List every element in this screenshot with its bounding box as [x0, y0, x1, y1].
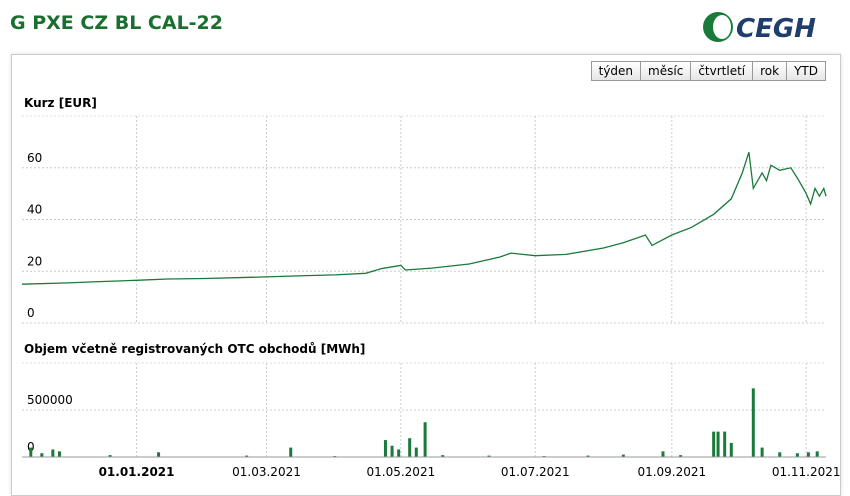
range-button[interactable]: týden — [590, 61, 642, 81]
volume-bar — [723, 431, 727, 457]
x-tick-label: 01.11.2021 — [772, 465, 841, 479]
volume-bar — [661, 451, 665, 457]
volume-bar — [383, 440, 387, 457]
y-tick-label: 20 — [27, 254, 42, 268]
y-tick-label: 40 — [27, 203, 42, 217]
x-tick-label: 01.07.2021 — [501, 465, 570, 479]
volume-bar — [806, 452, 810, 457]
volume-bar — [441, 455, 445, 457]
y-tick-label: 0 — [27, 440, 35, 454]
volume-bar — [751, 388, 755, 457]
volume-bar — [40, 453, 44, 457]
range-button[interactable]: YTD — [786, 61, 826, 81]
volume-bar — [57, 451, 61, 457]
x-tick-label: 01.05.2021 — [367, 465, 436, 479]
volume-bar — [815, 451, 819, 457]
volume-bar — [423, 422, 427, 457]
volume-bar — [157, 452, 161, 457]
volume-bar — [729, 442, 733, 457]
volume-bar — [487, 455, 491, 457]
volume-bar — [414, 447, 418, 457]
volume-bar — [408, 438, 412, 457]
page-title: G PXE CZ BL CAL-22 — [10, 12, 223, 34]
volume-bar — [51, 449, 55, 457]
volume-bar — [760, 447, 764, 457]
panel-title: Objem včetně registrovaných OTC obchodů … — [24, 342, 365, 356]
volume-bar — [29, 447, 33, 457]
volume-bar — [245, 455, 249, 457]
volume-bar — [778, 452, 782, 457]
volume-bar — [586, 455, 590, 457]
range-button[interactable]: čtvrtletí — [690, 61, 754, 81]
x-tick-label: 01.01.2021 — [99, 465, 175, 479]
logo-text: CEGH — [736, 14, 816, 44]
volume-bar — [621, 454, 625, 457]
y-tick-label: 0 — [27, 306, 35, 320]
volume-bar — [716, 431, 720, 457]
y-tick-label: 500000 — [27, 393, 73, 407]
volume-bar — [795, 453, 799, 457]
range-buttons: týden měsíc čtvrtletí rok YTD — [590, 61, 826, 81]
range-button[interactable]: měsíc — [640, 61, 692, 81]
logo-icon — [713, 15, 731, 39]
y-tick-label: 60 — [27, 151, 42, 165]
logo: CEGH — [703, 12, 816, 44]
x-tick-label: 01.03.2021 — [232, 465, 301, 479]
panel-title: Kurz [EUR] — [24, 96, 97, 110]
volume-bar — [289, 447, 293, 457]
volume-bar — [390, 445, 394, 457]
x-tick-label: 01.09.2021 — [637, 465, 706, 479]
volume-bar — [108, 455, 112, 457]
price-line — [21, 152, 827, 285]
volume-bar — [679, 455, 683, 457]
volume-bar — [712, 431, 716, 457]
range-button[interactable]: rok — [752, 61, 788, 81]
page: G PXE CZ BL CAL-22 CEGH týden měsíc čtvrtl… — [10, 12, 841, 496]
volume-bar — [397, 449, 401, 457]
chart: Kurz [EUR] 0 20 40 60 Objem včetně registrova… — [21, 96, 841, 479]
